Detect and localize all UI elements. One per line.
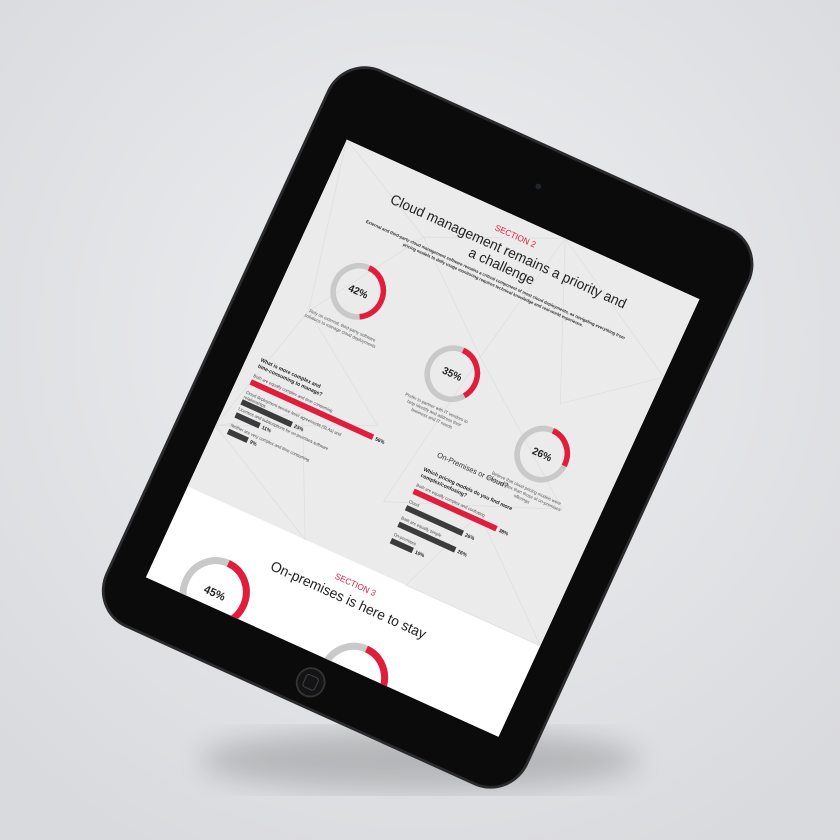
pattern-tri xyxy=(214,412,306,541)
donut-value xyxy=(179,557,250,629)
bar-value: 10% xyxy=(414,550,426,560)
pattern-tri xyxy=(559,237,665,405)
camera xyxy=(535,183,542,190)
bar xyxy=(249,379,375,440)
pattern xyxy=(214,139,665,647)
tablet: SECTION 2 Cloud management remains a pri… xyxy=(101,66,754,789)
bar xyxy=(234,412,261,429)
bar xyxy=(412,488,498,532)
pattern-tri xyxy=(382,356,564,510)
pattern-tri xyxy=(405,513,542,647)
pattern-tri xyxy=(308,139,425,312)
bar-value: 56% xyxy=(374,436,386,446)
bar xyxy=(404,505,464,536)
bar-value: 26% xyxy=(456,549,468,559)
donut-value xyxy=(424,345,481,403)
bar-value: 23% xyxy=(293,424,305,434)
home-icon xyxy=(302,674,319,691)
bar xyxy=(389,538,414,554)
home-button[interactable] xyxy=(292,664,329,701)
bar-caption: Cloud xyxy=(408,499,421,508)
bar xyxy=(226,428,249,443)
bar-value: 26% xyxy=(464,533,476,543)
screen: SECTION 2 Cloud management remains a pri… xyxy=(145,139,700,737)
bar xyxy=(397,521,457,553)
pattern-tri xyxy=(423,236,566,358)
bar-value: 9% xyxy=(249,439,259,448)
bar-value: 38% xyxy=(497,528,509,538)
bar xyxy=(240,399,293,428)
section-2-bg xyxy=(187,139,700,646)
pattern-tri xyxy=(214,310,379,427)
bar-value: 11% xyxy=(261,425,273,435)
